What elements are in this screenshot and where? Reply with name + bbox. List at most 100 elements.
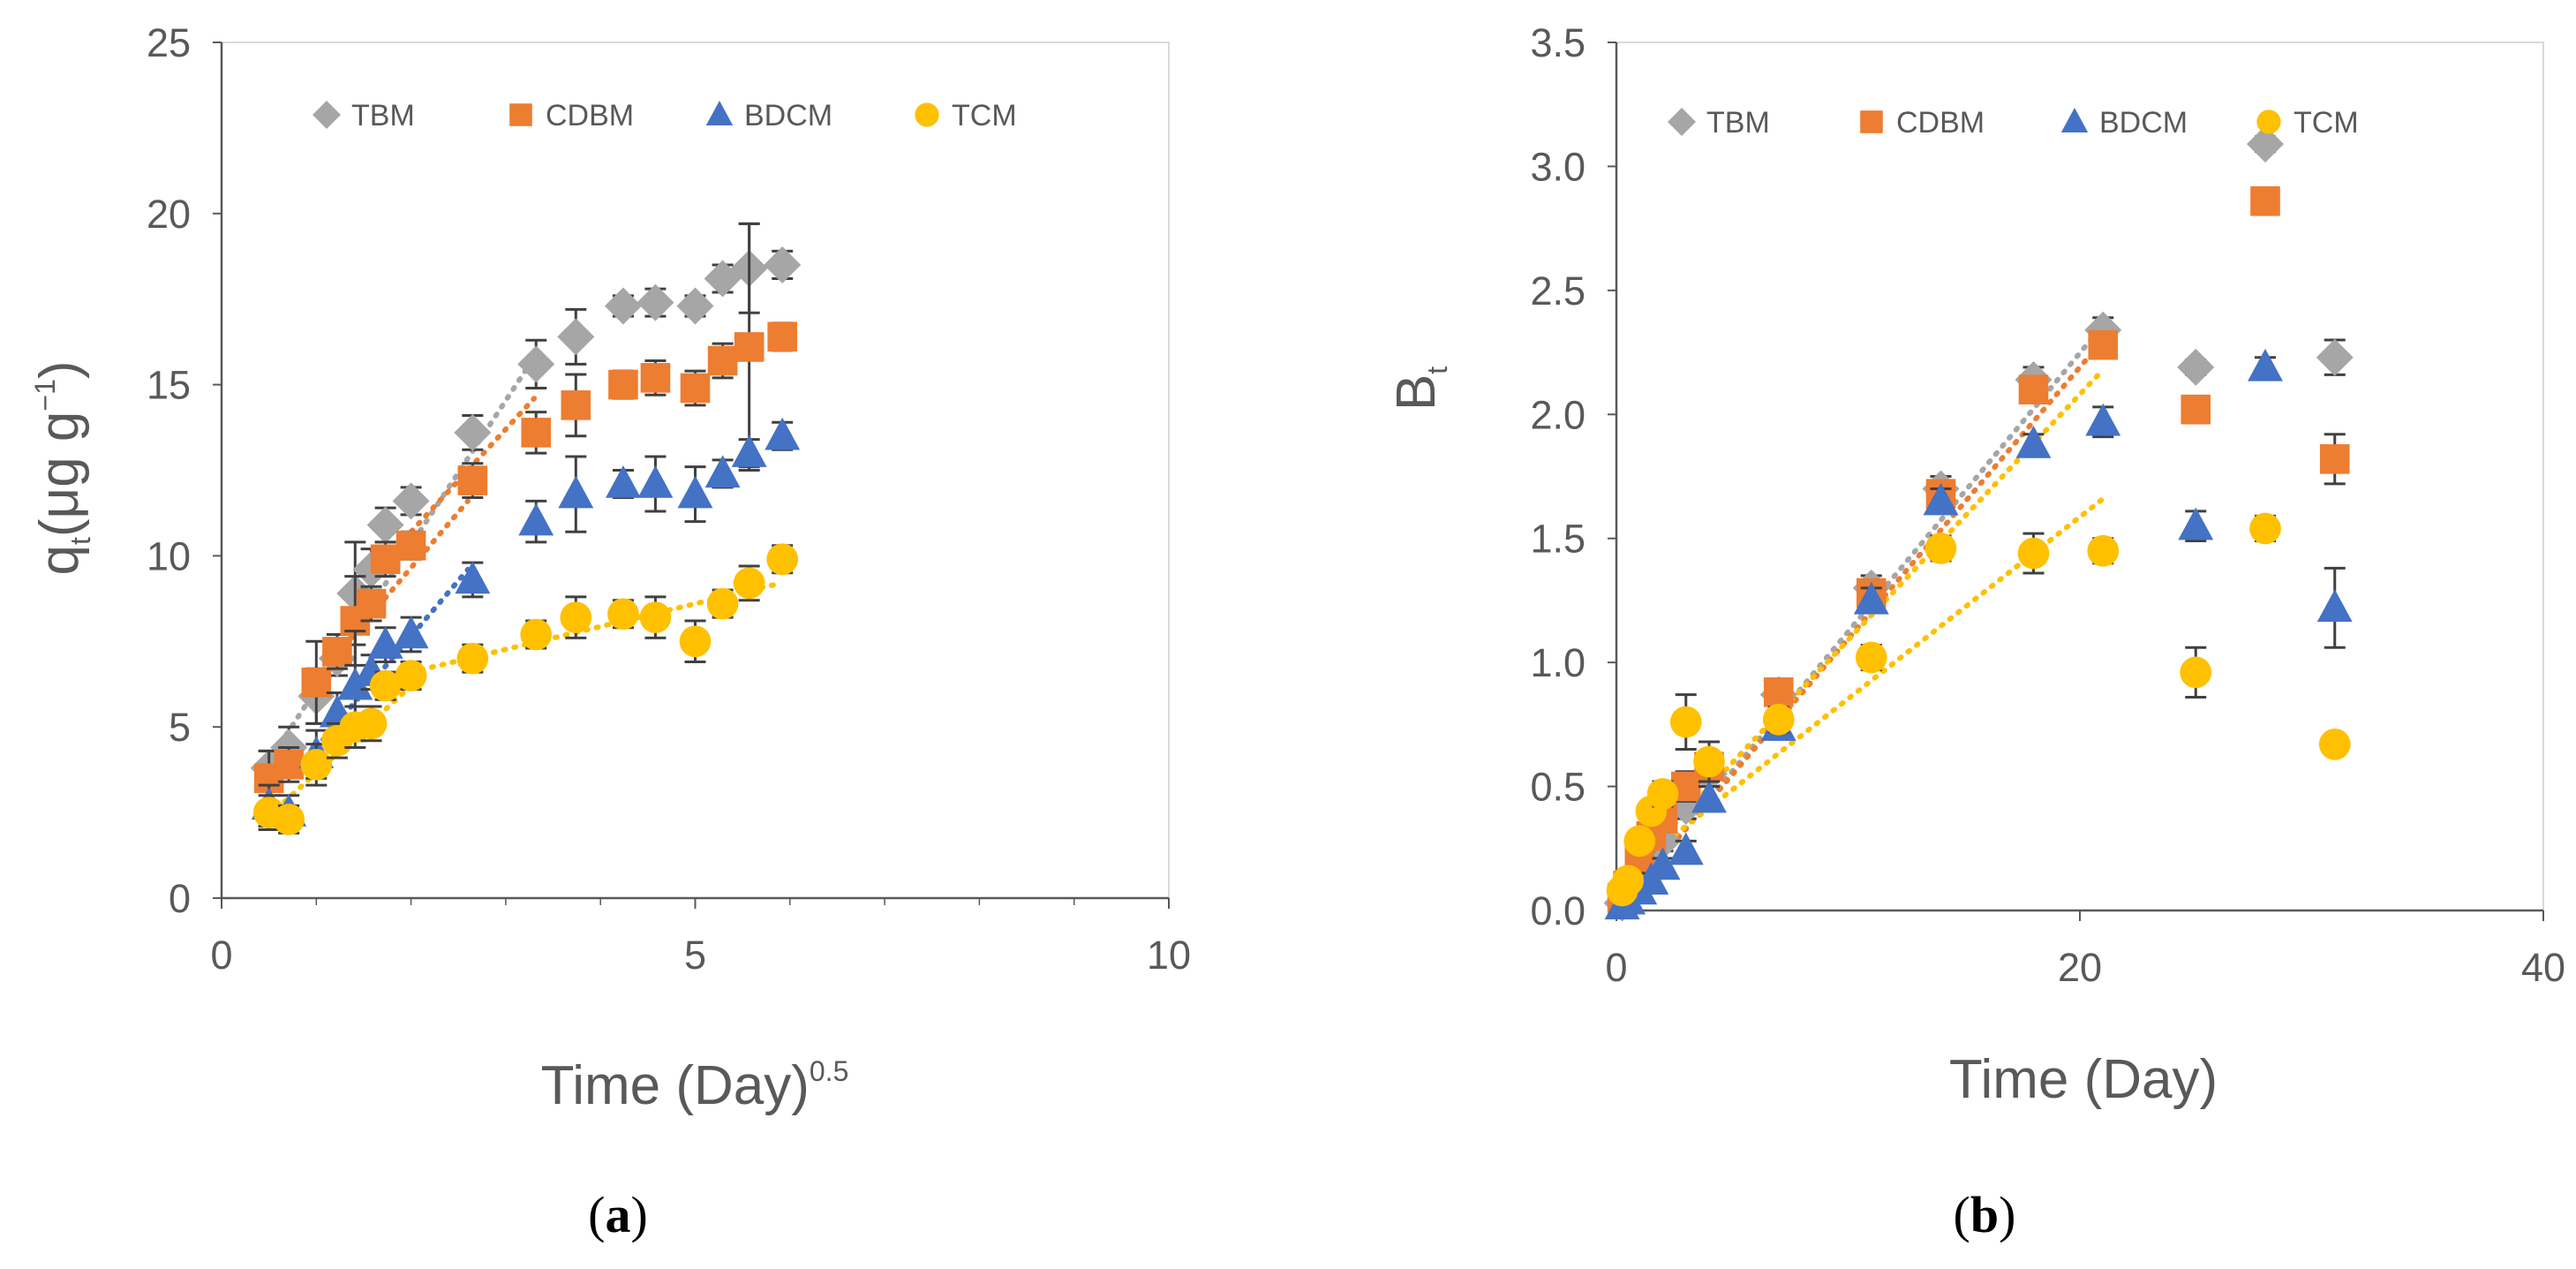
trendline-tcm bbox=[1614, 495, 2106, 884]
data-point-tbm bbox=[2177, 348, 2215, 386]
data-point-cdbm bbox=[395, 530, 426, 561]
legend-marker-tbm bbox=[313, 101, 341, 129]
y-tick-label: 3.0 bbox=[1530, 144, 1586, 189]
data-point-cdbm bbox=[561, 390, 591, 420]
data-point-tcm bbox=[733, 567, 765, 600]
series-bdcm bbox=[1604, 348, 2353, 920]
data-point-cdbm bbox=[356, 588, 387, 619]
data-point-tcm bbox=[1646, 778, 1679, 810]
data-point-cdbm bbox=[457, 465, 488, 495]
y-tick-label: 3.5 bbox=[1530, 20, 1586, 65]
data-point-cdbm bbox=[680, 373, 711, 404]
data-point-bdcm bbox=[455, 561, 491, 594]
data-point-bdcm bbox=[765, 417, 801, 450]
data-point-tcm bbox=[273, 804, 305, 835]
plot-area-b bbox=[1616, 42, 2544, 911]
data-point-bdcm bbox=[1691, 780, 1727, 813]
trendline-cdbm bbox=[1614, 337, 2106, 913]
data-point-tcm bbox=[2249, 512, 2281, 545]
data-point-cdbm bbox=[2250, 185, 2280, 216]
data-point-cdbm bbox=[707, 345, 738, 376]
data-point-tbm bbox=[392, 482, 430, 520]
data-point-tcm bbox=[679, 625, 712, 658]
x-axis-label-b: Time (Day) bbox=[1949, 1049, 2218, 1110]
data-point-tcm bbox=[300, 748, 333, 781]
data-point-tcm bbox=[2087, 534, 2120, 567]
data-point-cdbm bbox=[322, 637, 352, 667]
legend-a: TBM CDBM BDCM TCM bbox=[313, 99, 1017, 132]
y-axis-label-a: qt(μg g−1) bbox=[29, 360, 96, 575]
data-point-tcm bbox=[607, 598, 639, 631]
data-point-cdbm bbox=[640, 363, 671, 393]
data-point-tbm bbox=[2316, 338, 2354, 376]
data-point-tcm bbox=[2017, 537, 2050, 570]
data-point-bdcm bbox=[1923, 482, 1959, 516]
x-tick-label: 40 bbox=[2521, 945, 2565, 990]
data-point-bdcm bbox=[1853, 581, 1889, 615]
data-point-cdbm bbox=[2181, 394, 2211, 425]
legend-label-tcm: TCM bbox=[952, 99, 1017, 132]
data-point-bdcm bbox=[637, 465, 674, 498]
data-point-cdbm bbox=[767, 321, 798, 352]
series-tbm bbox=[250, 222, 802, 787]
y-tick-label: 1.0 bbox=[1530, 640, 1586, 685]
chart-panel-b: 0.0 0.5 1.0 1.5 2.0 2.5 3.0 3.5 0 20 40 TBM CDBM BDC… bbox=[1386, 20, 2565, 1243]
y-tick-label: 25 bbox=[147, 20, 191, 65]
data-point-tcm bbox=[1623, 825, 1656, 857]
data-point-bdcm bbox=[2316, 589, 2353, 623]
y-tick-label: 15 bbox=[147, 363, 191, 408]
data-point-bdcm bbox=[367, 626, 403, 659]
legend-marker-bdcm bbox=[705, 101, 734, 125]
data-point-bdcm bbox=[558, 475, 594, 509]
data-point-bdcm bbox=[393, 616, 429, 649]
y-tick-label: 0 bbox=[169, 876, 191, 921]
series-cdbm bbox=[253, 222, 798, 807]
data-point-cdbm bbox=[2088, 329, 2119, 360]
data-point-tcm bbox=[706, 587, 739, 620]
series-tcm bbox=[252, 543, 799, 835]
x-tick-label: 10 bbox=[1147, 933, 1191, 978]
trendline-cdbm bbox=[313, 498, 471, 682]
data-point-bdcm bbox=[2178, 507, 2214, 540]
data-point-bdcm bbox=[731, 434, 767, 467]
data-point-bdcm bbox=[2248, 348, 2283, 381]
data-point-bdcm bbox=[2015, 425, 2052, 458]
data-point-tcm bbox=[1855, 641, 1887, 674]
data-point-tcm bbox=[1693, 745, 1725, 778]
y-tick-label: 2.5 bbox=[1530, 268, 1586, 313]
y-tick-label: 0.5 bbox=[1530, 765, 1586, 810]
legend-label-tbm: TBM bbox=[351, 99, 415, 132]
data-point-tcm bbox=[1924, 533, 1957, 564]
data-point-tcm bbox=[1612, 865, 1644, 897]
data-point-cdbm bbox=[301, 668, 332, 698]
data-point-tcm bbox=[639, 601, 672, 634]
legend-label-tcm: TCM bbox=[2294, 106, 2359, 140]
data-point-bdcm bbox=[518, 502, 554, 536]
y-tick-label: 10 bbox=[147, 533, 191, 578]
y-tick-label: 0.0 bbox=[1530, 888, 1586, 933]
data-point-tcm bbox=[395, 660, 427, 691]
data-point-cdbm bbox=[2018, 374, 2049, 404]
data-point-tbm bbox=[517, 345, 555, 383]
legend-label-tbm: TBM bbox=[1706, 106, 1770, 140]
data-point-tcm bbox=[369, 669, 402, 702]
data-point-tbm bbox=[676, 287, 714, 325]
data-point-tbm bbox=[636, 283, 674, 321]
data-point-bdcm bbox=[606, 465, 641, 498]
data-point-cdbm bbox=[608, 369, 638, 400]
data-point-tcm bbox=[766, 543, 799, 576]
data-point-tbm bbox=[2247, 125, 2284, 163]
y-tick-label: 20 bbox=[147, 192, 191, 237]
data-point-bdcm bbox=[2085, 403, 2121, 436]
x-tick-label: 0 bbox=[210, 933, 232, 978]
data-point-bdcm bbox=[677, 475, 713, 509]
y-tick-label: 5 bbox=[169, 705, 191, 750]
data-point-tbm bbox=[454, 413, 492, 451]
legend-marker-cdbm bbox=[509, 103, 532, 126]
data-point-tbm bbox=[366, 506, 404, 544]
data-point-tbm bbox=[604, 287, 642, 325]
data-point-tcm bbox=[2318, 728, 2351, 760]
data-point-cdbm bbox=[2319, 444, 2350, 474]
caption-b: (b) bbox=[1954, 1186, 2016, 1243]
